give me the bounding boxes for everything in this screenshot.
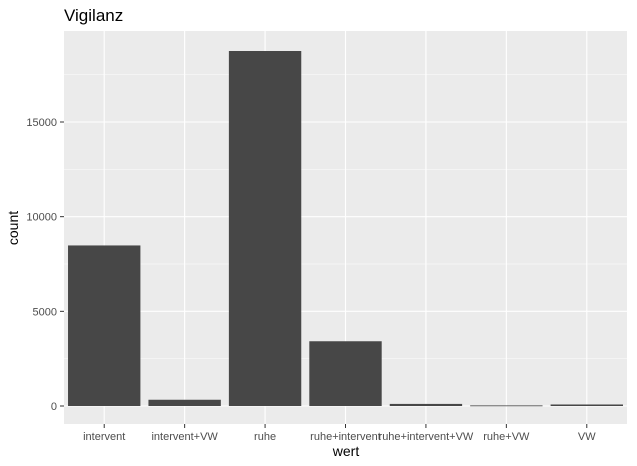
- y-tick-label: 15000: [26, 117, 57, 129]
- x-tick-label: ruhe+intervent+VW: [379, 431, 474, 443]
- bar-ruhe-plus-intervent: [309, 341, 382, 406]
- bar-intervent-plus-vw: [148, 399, 221, 406]
- x-tick-label: ruhe+VW: [483, 431, 530, 443]
- x-tick-label: ruhe: [254, 431, 276, 443]
- x-axis-title: wert: [332, 443, 360, 459]
- x-tick-label: intervent+VW: [151, 431, 218, 443]
- bar-vw: [550, 404, 623, 406]
- bars: [68, 51, 623, 407]
- bar-intervent: [68, 245, 141, 406]
- x-axis: intervent intervent+VW ruhe ruhe+interventr…: [83, 424, 596, 443]
- y-tick-label: 5000: [33, 306, 57, 318]
- y-axis-title: count: [5, 211, 21, 245]
- x-tick-label: intervent: [83, 431, 125, 443]
- x-tick-label: VW: [578, 431, 596, 443]
- x-tick-label: ruhe+intervent: [310, 431, 381, 443]
- y-tick-label: 0: [51, 401, 57, 413]
- chart-title: Vigilanz: [64, 6, 123, 25]
- bar-ruhe-plus-vw: [470, 405, 543, 407]
- bar-ruhe: [228, 51, 302, 406]
- bar-ruhe-plus-intervent-plus-vw: [389, 403, 463, 406]
- y-tick-label: 10000: [26, 212, 57, 224]
- y-axis: 0 5000 10000 15000: [26, 117, 64, 413]
